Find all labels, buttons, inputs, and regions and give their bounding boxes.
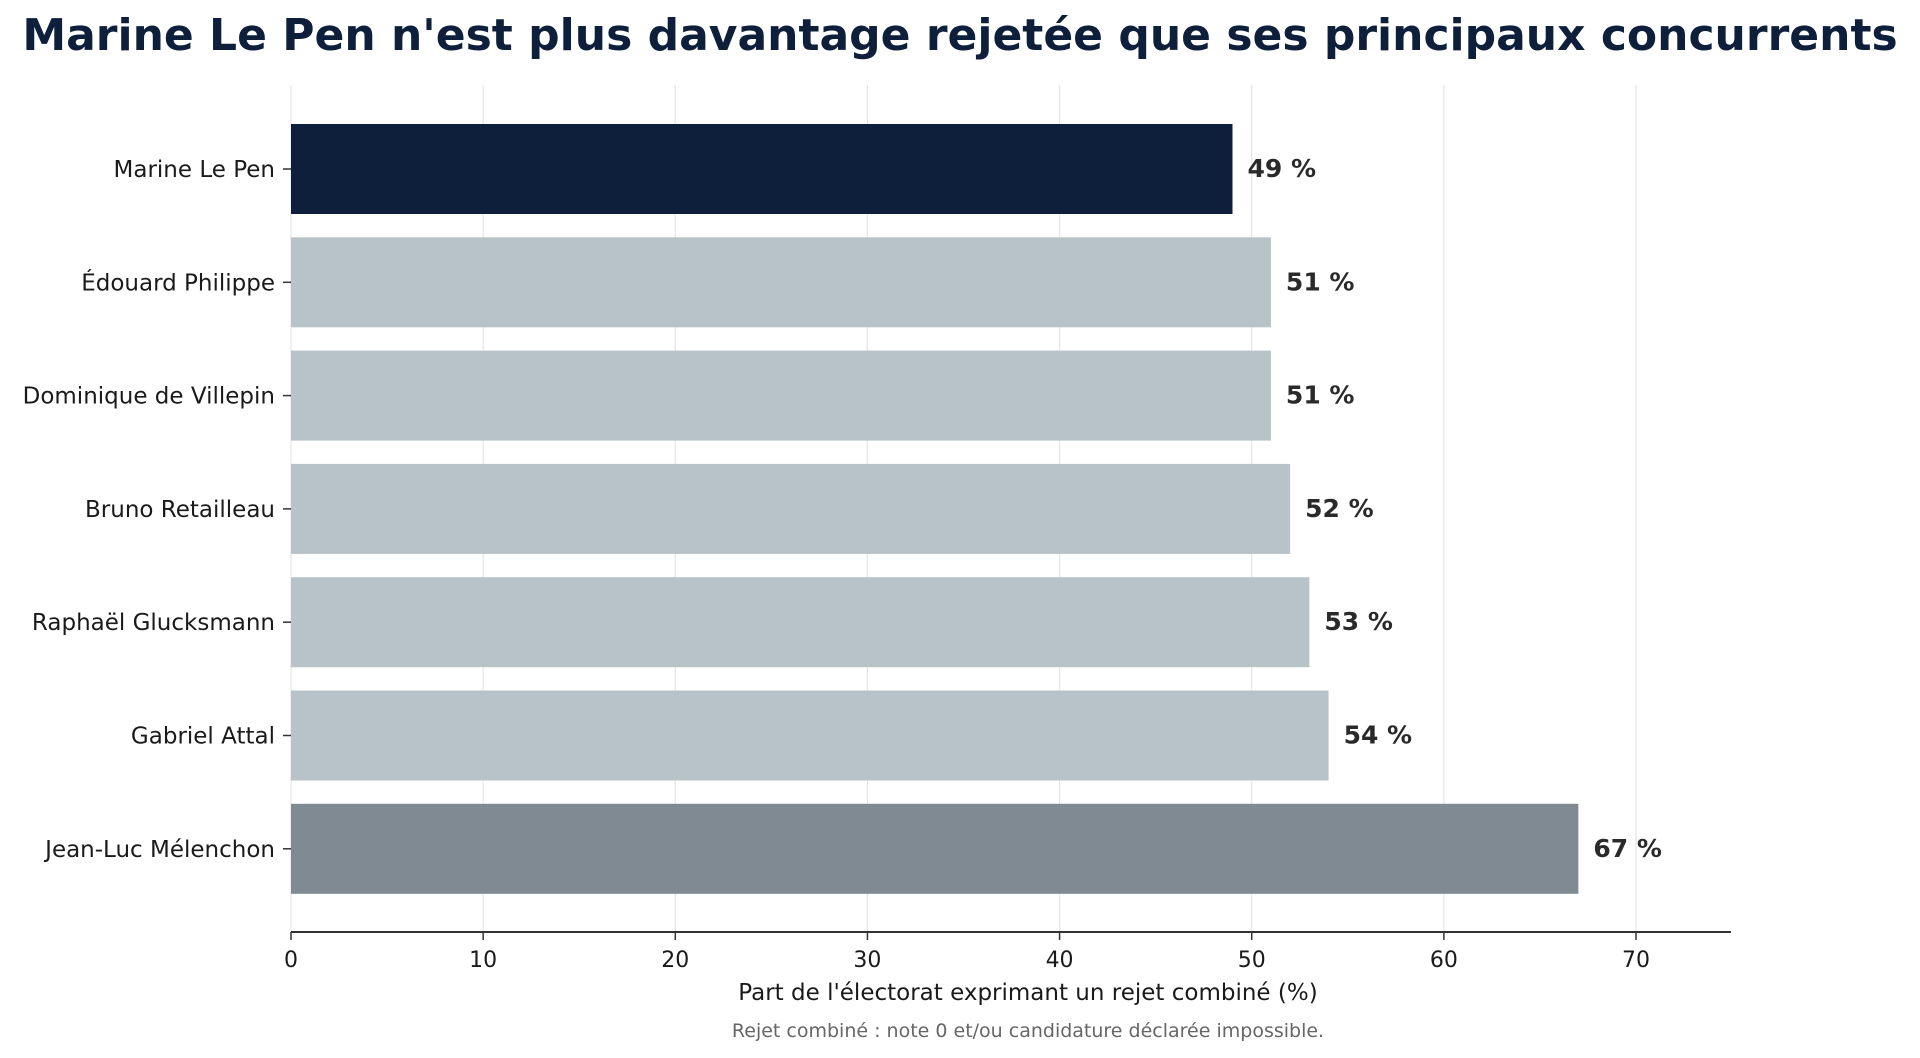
x-tick-label: 0 — [284, 948, 298, 973]
bar — [291, 350, 1271, 441]
x-tick-label: 20 — [661, 948, 689, 973]
chart-title: Marine Le Pen n'est plus davantage rejet… — [22, 10, 1898, 61]
x-tick-label: 30 — [853, 948, 881, 973]
category-label: Bruno Retailleau — [85, 497, 275, 523]
x-axis-title: Part de l'électorat exprimant un rejet c… — [738, 980, 1317, 1006]
x-tick-label: 70 — [1622, 948, 1650, 973]
x-tick-label: 60 — [1430, 948, 1458, 973]
footnote: Rejet combiné : note 0 et/ou candidature… — [732, 1020, 1324, 1042]
bar — [291, 803, 1579, 894]
bar — [291, 237, 1271, 328]
category-label: Raphaël Glucksmann — [32, 610, 275, 636]
x-tick-label: 50 — [1238, 948, 1266, 973]
x-tick-label: 40 — [1046, 948, 1074, 973]
value-label: 49 % — [1248, 154, 1317, 183]
bar — [291, 690, 1329, 781]
category-label: Dominique de Villepin — [23, 384, 275, 410]
value-label: 51 % — [1286, 381, 1355, 410]
bar — [291, 124, 1233, 214]
axes: 0 10 20 30 40 50 60 70 — [283, 168, 1731, 973]
bars — [291, 124, 1579, 894]
category-label: Gabriel Attal — [131, 724, 275, 750]
x-tick-label: 10 — [469, 948, 497, 973]
value-label: 53 % — [1324, 607, 1393, 636]
bar — [291, 463, 1291, 554]
labels: Marine Le Pen 49 % Édouard Philippe 51 % Dom… — [23, 154, 1662, 863]
category-label: Édouard Philippe — [81, 268, 275, 296]
value-label: 67 % — [1593, 834, 1662, 863]
category-label: Marine Le Pen — [114, 157, 275, 183]
bar — [291, 577, 1310, 668]
category-label: Jean-Luc Mélenchon — [43, 837, 275, 863]
value-label: 52 % — [1305, 494, 1374, 523]
value-label: 54 % — [1344, 721, 1413, 750]
value-label: 51 % — [1286, 267, 1355, 296]
